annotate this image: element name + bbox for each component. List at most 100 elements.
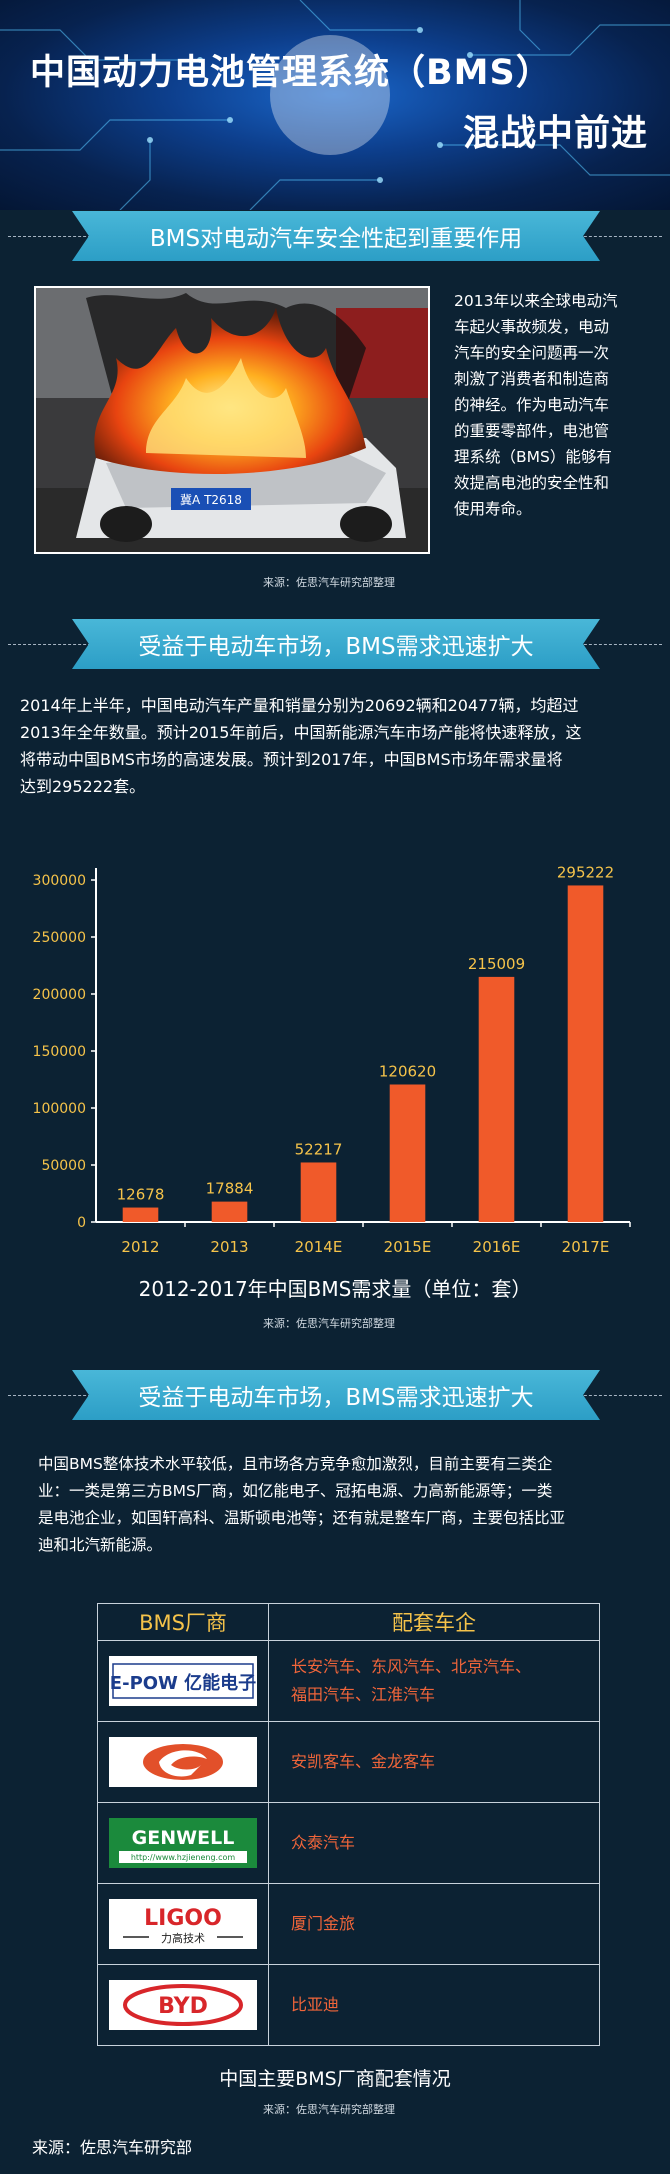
- logo-cell: BYD: [97, 1964, 269, 2046]
- bar: [211, 1201, 248, 1222]
- text-line: 将带动中国BMS市场的高速发展。预计到2017年，中国BMS市场年需求量将: [20, 750, 563, 769]
- logo-cell: E-POW 亿能电子: [97, 1640, 269, 1722]
- page-title-line2: 混战中前进: [462, 113, 648, 154]
- y-tick-label: 250000: [33, 930, 86, 946]
- text-line: 效提高电池的安全性和: [454, 474, 610, 492]
- text-line: 2013年以来全球电动汽: [454, 292, 618, 310]
- car-line: 厦门金旅: [291, 1914, 356, 1933]
- text-line: 中国BMS整体技术水平较低，且市场各方竞争愈加激烈，目前主要有三类企: [38, 1455, 553, 1473]
- logo-cell: LIGOO 力高技术: [97, 1883, 269, 1965]
- bms-demand-chart: 0 50000 100000 150000 200000 250000 300000 201…: [33, 863, 631, 1256]
- section-banner-safety: BMS对电动汽车安全性起到重要作用: [72, 211, 600, 261]
- logo-text: GENWELL: [132, 1827, 235, 1849]
- section-banner-demand: 受益于电动车市场，BMS需求迅速扩大: [72, 619, 600, 669]
- safety-description: 2013年以来全球电动汽 车起火事故频发，电动 汽车的安全问题再一次 刺激了消费…: [454, 288, 644, 522]
- table-row: 安凯客车、金龙客车: [97, 1721, 600, 1803]
- car-line: 众泰汽车: [291, 1833, 356, 1852]
- bar-value-label: 215009: [468, 955, 525, 973]
- bar-value-label: 12678: [117, 1186, 165, 1204]
- text-line: 是电池企业，如国轩高科、温斯顿电池等；还有就是整车厂商，主要包括比亚: [38, 1509, 566, 1527]
- car-line: 比亚迪: [291, 1995, 340, 2014]
- cars-cell: 比亚迪: [268, 1964, 600, 2046]
- text-line: 迪和北汽新能源。: [38, 1536, 163, 1554]
- source-note: 来源：佐思汽车研究部整理: [263, 576, 395, 589]
- bar: [478, 976, 515, 1222]
- x-tick-label: 2017E: [562, 1238, 610, 1256]
- x-tick-label: 2014E: [295, 1238, 343, 1256]
- text-line: 的重要零部件，电池管: [454, 422, 610, 440]
- y-tick-label: 150000: [33, 1044, 86, 1060]
- circuit-background: [0, 0, 670, 210]
- text-line: 理系统（BMS）能够有: [454, 448, 612, 466]
- license-plate: 冀A T2618: [180, 493, 242, 507]
- text-line: 业：一类是第三方BMS厂商，如亿能电子、冠拓电源、力高新能源等；一类: [38, 1482, 553, 1500]
- x-tick-label: 2013: [210, 1238, 248, 1256]
- cars-cell: 长安汽车、东风汽车、北京汽车、 福田汽车、江淮汽车: [268, 1640, 600, 1722]
- page-title-line1: 中国动力电池管理系统（BMS）: [30, 53, 552, 93]
- bar: [122, 1207, 159, 1222]
- logo-text: BYD: [158, 1994, 208, 2019]
- text-line: 2013年全年数量。预计2015年前后，中国新能源汽车市场产能将快速释放，这: [20, 723, 582, 742]
- bar-value-label: 52217: [295, 1140, 343, 1158]
- text-line: 汽车的安全问题再一次: [454, 344, 610, 362]
- chart-title: 2012-2017年中国BMS需求量（单位：套）: [138, 1277, 532, 1301]
- footer-source: 来源：佐思汽车研究部: [32, 2138, 193, 2157]
- epow-logo: E-POW 亿能电子: [109, 1656, 257, 1706]
- x-tick-label: 2016E: [473, 1238, 521, 1256]
- car-line: 安凯客车、金龙客车: [291, 1752, 436, 1771]
- text-line: 达到295222套。: [20, 777, 146, 796]
- bar-value-label: 17884: [206, 1180, 254, 1198]
- bar-value-label: 295222: [557, 863, 614, 881]
- logo-subtext: http://www.hzjieneng.com: [131, 1853, 236, 1862]
- y-tick-label: 100000: [33, 1101, 86, 1117]
- car-line: 长安汽车、东风汽车、北京汽车、: [291, 1657, 532, 1676]
- table-header-cell: BMS厂商: [97, 1603, 269, 1641]
- genwell-logo: GENWELL http://www.hzjieneng.com: [109, 1818, 257, 1868]
- y-tick-label: 200000: [33, 987, 86, 1003]
- source-note: 来源：佐思汽车研究部整理: [263, 1317, 395, 1330]
- logo-subtext: 力高技术: [161, 1931, 205, 1945]
- cars-cell: 安凯客车、金龙客车: [268, 1721, 600, 1803]
- demand-paragraph: 2014年上半年，中国电动汽车产量和销量分别为20692辆和20477辆，均超过…: [20, 692, 655, 800]
- text-line: 车起火事故频发，电动: [454, 318, 610, 336]
- table-row: LIGOO 力高技术 厦门金旅: [97, 1883, 600, 1965]
- logo-cell: GENWELL http://www.hzjieneng.com: [97, 1802, 269, 1884]
- market-paragraph: 中国BMS整体技术水平较低，且市场各方竞争愈加激烈，目前主要有三类企 业：一类是…: [38, 1451, 658, 1559]
- text-line: 2014年上半年，中国电动汽车产量和销量分别为20692辆和20477辆，均超过: [20, 696, 579, 715]
- y-tick-label: 0: [77, 1215, 86, 1231]
- logo-cell: [97, 1721, 269, 1803]
- car-line: 福田汽车、江淮汽车: [291, 1685, 436, 1704]
- header-banner: 中国动力电池管理系统（BMS） 混战中前进: [0, 0, 670, 210]
- source-note: 来源：佐思汽车研究部整理: [263, 2103, 395, 2116]
- section-banner-label: 受益于电动车市场，BMS需求迅速扩大: [138, 1385, 534, 1411]
- bar: [567, 885, 604, 1222]
- table-row: GENWELL http://www.hzjieneng.com 众泰汽车: [97, 1802, 600, 1884]
- bar-value-label: 120620: [379, 1062, 436, 1080]
- cars-cell: 厦门金旅: [268, 1883, 600, 1965]
- section-banner-label: 受益于电动车市场，BMS需求迅速扩大: [138, 634, 534, 660]
- table-row: E-POW 亿能电子 长安汽车、东风汽车、北京汽车、 福田汽车、江淮汽车: [97, 1640, 600, 1722]
- table-title: 中国主要BMS厂商配套情况: [219, 2068, 451, 2090]
- cars-cell: 众泰汽车: [268, 1802, 600, 1884]
- table-row: BYD 比亚迪: [97, 1964, 600, 2046]
- logo-text: LIGOO: [144, 1906, 222, 1931]
- byd-logo: BYD: [109, 1980, 257, 2030]
- x-tick-label: 2012: [121, 1238, 159, 1256]
- text-line: 的神经。作为电动汽车: [454, 396, 610, 414]
- ligoo-logo: LIGOO 力高技术: [109, 1899, 257, 1949]
- text-line: 使用寿命。: [454, 500, 532, 518]
- logo-text: E-POW 亿能电子: [110, 1672, 256, 1694]
- bms-supplier-table: BMS厂商 配套车企 E-POW 亿能电子 长安汽车、东风汽车、北京汽车、 福田…: [97, 1603, 600, 2046]
- y-tick-label: 50000: [41, 1158, 86, 1174]
- red-swirl-logo: [109, 1737, 257, 1787]
- bar: [389, 1084, 426, 1222]
- burning-car-illustration: 冀A T2618: [36, 288, 428, 552]
- table-header-row: BMS厂商 配套车企: [97, 1603, 600, 1641]
- y-tick-label: 300000: [33, 873, 86, 889]
- section-banner-market: 受益于电动车市场，BMS需求迅速扩大: [72, 1370, 600, 1420]
- table-header-cell: 配套车企: [268, 1603, 600, 1641]
- bar: [300, 1162, 337, 1222]
- burning-car-photo: 冀A T2618: [34, 286, 430, 554]
- text-line: 刺激了消费者和制造商: [454, 370, 610, 388]
- section-banner-label: BMS对电动汽车安全性起到重要作用: [149, 226, 523, 252]
